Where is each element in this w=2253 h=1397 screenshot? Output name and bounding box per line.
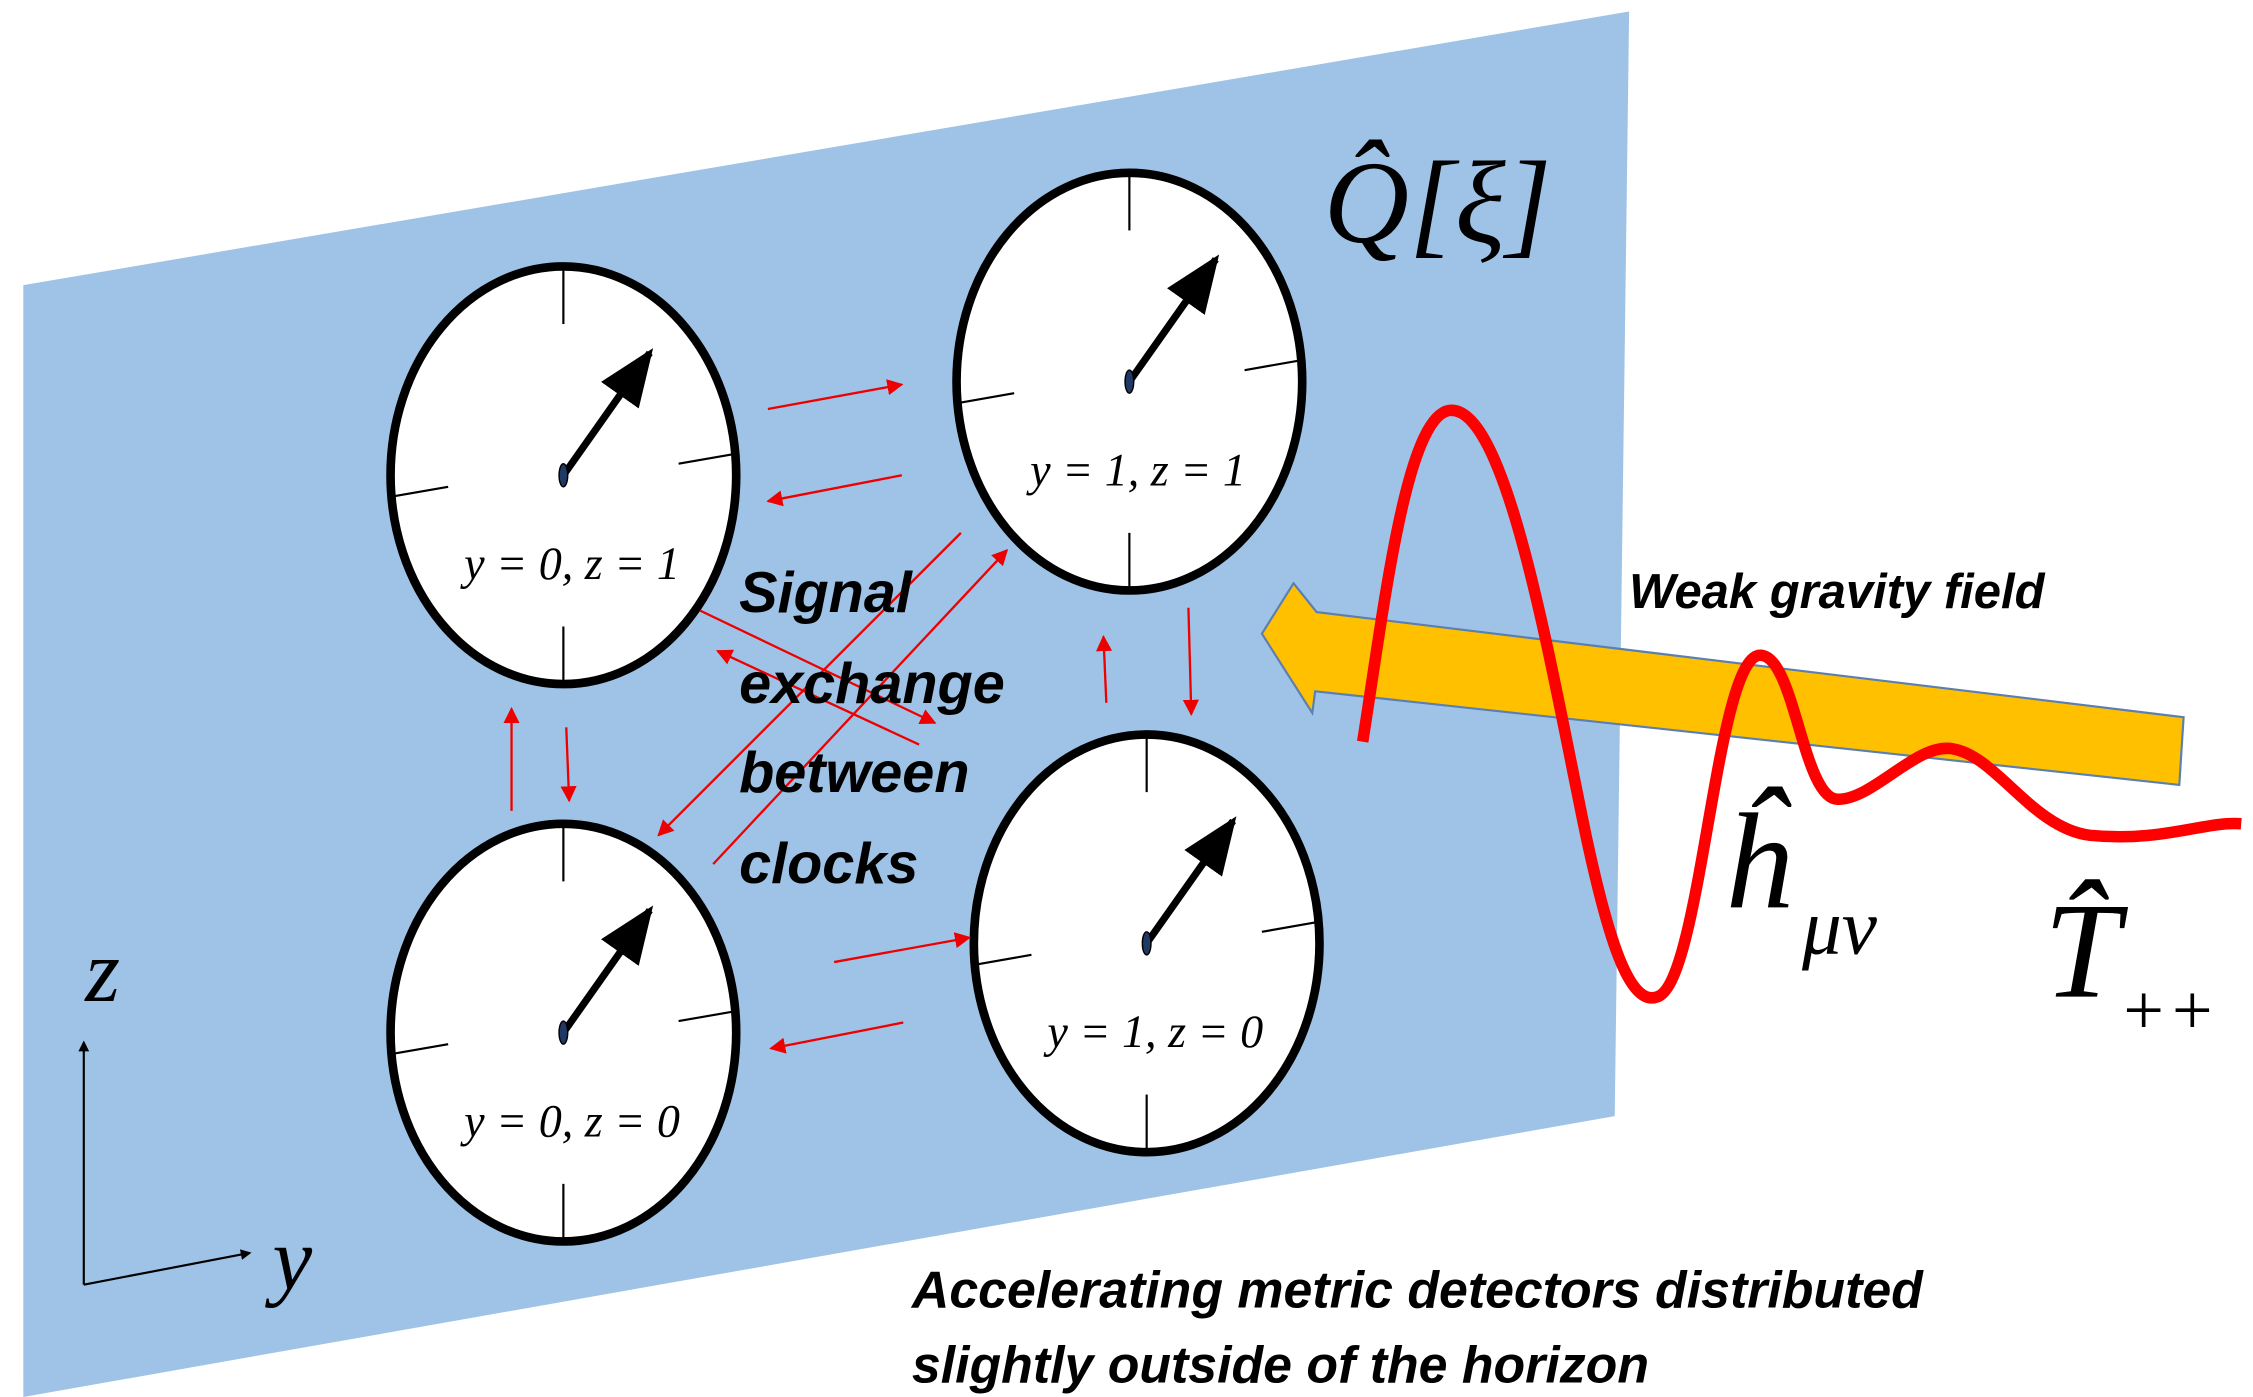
source-subscript: ++ — [2119, 970, 2216, 1050]
clock-hand — [1126, 254, 1220, 384]
clock-tick — [973, 953, 1032, 967]
clock-label: y = 1, z = 0 — [1043, 1006, 1263, 1057]
clock-pivot — [1124, 369, 1135, 394]
clock-tick — [390, 485, 449, 498]
gravity-arrow — [1260, 581, 2185, 787]
clock-hand — [560, 905, 654, 1035]
signal-line: Signal — [739, 561, 913, 625]
signal-line: clocks — [739, 832, 918, 896]
clock-label: y = 0, z = 0 — [460, 1095, 680, 1146]
caption-line: slightly outside of the horizon — [912, 1336, 1649, 1394]
axis-z: z — [84, 922, 120, 1021]
clock-tick — [956, 392, 1015, 405]
wave-subscript: μν — [1801, 883, 1878, 971]
wave — [1357, 404, 2242, 1004]
clock-hand — [560, 348, 654, 478]
clock-label: y = 0, z = 1 — [460, 538, 680, 589]
clock-tick — [1244, 358, 1303, 372]
arrow-label: Weak gravity field — [1629, 565, 2045, 619]
signal-line: exchange — [739, 652, 1005, 716]
axis-y: y — [264, 1210, 312, 1309]
wave-symbol: ĥ — [1723, 785, 1792, 937]
clock-pivot — [558, 463, 569, 488]
signal-label: Signal exchange between clocks — [739, 561, 1005, 896]
signal-arrows — [503, 379, 1199, 1054]
signal-line: between — [739, 741, 969, 805]
clock-tick — [390, 1043, 449, 1056]
axes — [78, 1040, 252, 1286]
clock-tick — [1261, 920, 1320, 933]
source-symbol: T̂ — [2044, 875, 2129, 1027]
clock-tick — [678, 452, 737, 465]
clock-pivot — [1141, 931, 1152, 956]
caption-line: Accelerating metric detectors distribute… — [910, 1261, 1924, 1319]
clock-tick — [678, 1009, 737, 1023]
clocks: y = 0, z = 1 y = 1, z = 1 y = 0, z = 0 y = … — [386, 168, 1324, 1246]
clock-hand — [1143, 816, 1237, 946]
panel-label: Q̂[ξ] — [1324, 137, 1552, 268]
clock-label: y = 1, z = 1 — [1026, 444, 1246, 495]
clock-pivot — [558, 1020, 569, 1045]
